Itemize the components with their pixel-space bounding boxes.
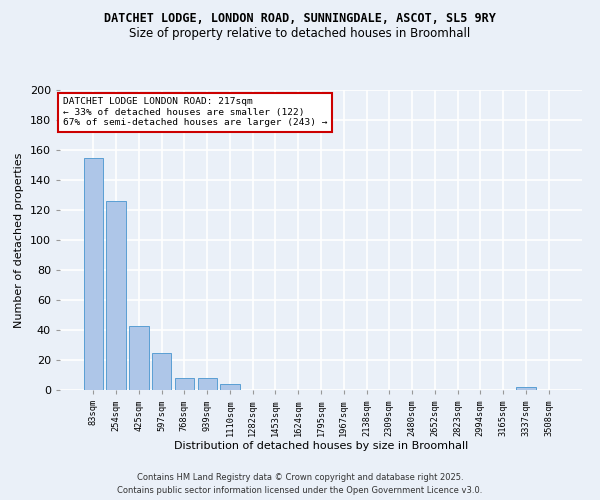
Bar <box>106 201 126 390</box>
Text: Contains HM Land Registry data © Crown copyright and database right 2025.
Contai: Contains HM Land Registry data © Crown c… <box>118 474 482 495</box>
Bar <box>152 352 172 390</box>
Bar <box>516 387 536 390</box>
Bar <box>175 378 194 390</box>
Y-axis label: Number of detached properties: Number of detached properties <box>14 152 24 328</box>
Text: Size of property relative to detached houses in Broomhall: Size of property relative to detached ho… <box>130 28 470 40</box>
Bar <box>129 326 149 390</box>
Bar <box>84 158 103 390</box>
Bar <box>197 378 217 390</box>
Text: DATCHET LODGE, LONDON ROAD, SUNNINGDALE, ASCOT, SL5 9RY: DATCHET LODGE, LONDON ROAD, SUNNINGDALE,… <box>104 12 496 26</box>
X-axis label: Distribution of detached houses by size in Broomhall: Distribution of detached houses by size … <box>174 442 468 452</box>
Text: DATCHET LODGE LONDON ROAD: 217sqm
← 33% of detached houses are smaller (122)
67%: DATCHET LODGE LONDON ROAD: 217sqm ← 33% … <box>62 98 327 128</box>
Bar <box>220 384 239 390</box>
